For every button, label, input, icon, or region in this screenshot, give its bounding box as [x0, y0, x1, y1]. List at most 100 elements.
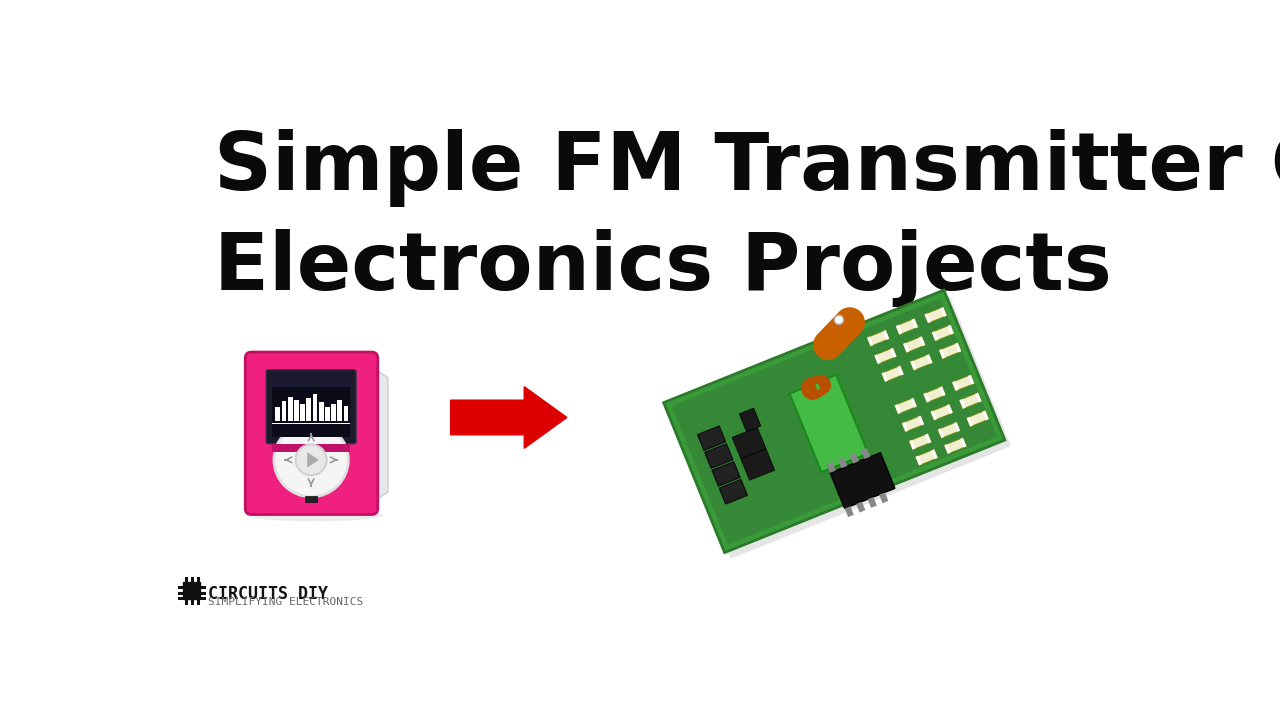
- Bar: [184, 599, 188, 605]
- Polygon shape: [672, 298, 997, 544]
- Polygon shape: [909, 440, 915, 450]
- Polygon shape: [925, 433, 932, 444]
- Polygon shape: [952, 381, 959, 391]
- Polygon shape: [856, 502, 865, 513]
- Polygon shape: [882, 372, 888, 382]
- Polygon shape: [954, 422, 960, 432]
- Bar: [312, 395, 317, 421]
- Polygon shape: [902, 415, 924, 432]
- Polygon shape: [895, 398, 916, 414]
- Bar: [184, 577, 188, 582]
- Bar: [183, 582, 200, 599]
- Polygon shape: [924, 307, 947, 323]
- Polygon shape: [931, 410, 937, 420]
- Polygon shape: [975, 392, 982, 402]
- Polygon shape: [924, 313, 931, 323]
- Polygon shape: [911, 318, 918, 328]
- Polygon shape: [369, 366, 388, 504]
- Text: CIRCUITS DIY: CIRCUITS DIY: [209, 585, 328, 603]
- Polygon shape: [895, 404, 901, 414]
- Polygon shape: [741, 449, 774, 480]
- Polygon shape: [890, 348, 896, 358]
- Polygon shape: [909, 433, 932, 450]
- Bar: [197, 577, 200, 582]
- Polygon shape: [896, 318, 918, 335]
- Polygon shape: [966, 417, 973, 427]
- Bar: [273, 423, 349, 424]
- Polygon shape: [850, 453, 859, 464]
- Polygon shape: [861, 448, 870, 459]
- Bar: [191, 599, 195, 605]
- Bar: [191, 577, 195, 582]
- Polygon shape: [790, 375, 868, 472]
- Bar: [288, 397, 293, 421]
- Bar: [294, 400, 298, 421]
- Polygon shape: [874, 354, 881, 364]
- Polygon shape: [896, 325, 902, 335]
- Polygon shape: [867, 330, 890, 346]
- Polygon shape: [923, 387, 946, 402]
- FancyArrow shape: [451, 387, 567, 449]
- Polygon shape: [946, 404, 952, 414]
- Polygon shape: [874, 348, 896, 364]
- Polygon shape: [938, 428, 945, 438]
- Polygon shape: [940, 343, 961, 359]
- Bar: [273, 377, 349, 437]
- Bar: [178, 586, 183, 589]
- Polygon shape: [938, 422, 960, 438]
- Polygon shape: [932, 449, 938, 459]
- Polygon shape: [732, 428, 765, 459]
- Bar: [332, 405, 335, 421]
- Bar: [306, 398, 311, 421]
- Polygon shape: [915, 456, 922, 465]
- FancyBboxPatch shape: [246, 352, 378, 515]
- Bar: [338, 400, 342, 421]
- Polygon shape: [932, 325, 954, 341]
- Polygon shape: [712, 462, 740, 486]
- Polygon shape: [705, 444, 732, 468]
- Polygon shape: [897, 366, 904, 376]
- Circle shape: [274, 423, 348, 497]
- Polygon shape: [868, 497, 877, 508]
- Polygon shape: [845, 506, 854, 517]
- Text: Simple FM Transmitter Circuit -: Simple FM Transmitter Circuit -: [214, 129, 1280, 207]
- Polygon shape: [307, 452, 319, 467]
- Polygon shape: [919, 336, 925, 346]
- Polygon shape: [932, 331, 938, 341]
- Ellipse shape: [247, 509, 383, 521]
- Bar: [325, 408, 330, 421]
- Polygon shape: [941, 307, 947, 317]
- Bar: [319, 402, 324, 421]
- Polygon shape: [945, 444, 951, 454]
- Polygon shape: [910, 398, 916, 408]
- Polygon shape: [740, 408, 760, 432]
- Bar: [200, 597, 206, 600]
- Polygon shape: [952, 375, 974, 391]
- Polygon shape: [883, 330, 890, 340]
- Polygon shape: [940, 387, 946, 396]
- Polygon shape: [910, 361, 916, 370]
- Polygon shape: [669, 297, 1011, 559]
- Bar: [301, 405, 305, 421]
- Circle shape: [835, 315, 844, 325]
- Bar: [200, 586, 206, 589]
- Bar: [197, 599, 200, 605]
- Bar: [273, 426, 349, 433]
- Polygon shape: [904, 343, 909, 353]
- Bar: [200, 592, 206, 595]
- Polygon shape: [867, 336, 873, 346]
- Bar: [178, 592, 183, 595]
- Polygon shape: [927, 354, 933, 364]
- Bar: [275, 408, 280, 421]
- Polygon shape: [904, 336, 925, 353]
- Polygon shape: [960, 392, 982, 409]
- Polygon shape: [955, 343, 961, 352]
- Polygon shape: [918, 415, 924, 426]
- Text: Electronics Projects: Electronics Projects: [214, 229, 1112, 307]
- FancyBboxPatch shape: [266, 370, 356, 444]
- Polygon shape: [960, 399, 965, 409]
- Polygon shape: [882, 366, 904, 382]
- Bar: [273, 377, 349, 387]
- Polygon shape: [879, 492, 888, 503]
- Polygon shape: [838, 457, 847, 468]
